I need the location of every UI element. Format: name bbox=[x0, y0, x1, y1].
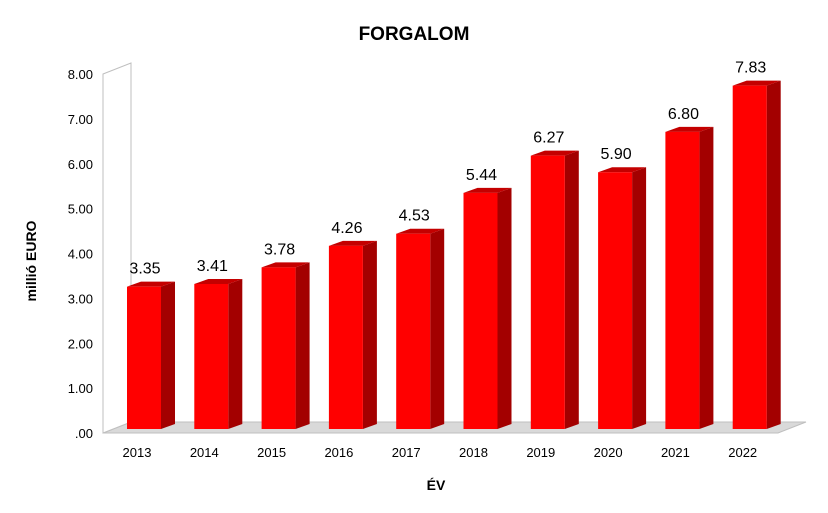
bar-top bbox=[598, 167, 647, 173]
y-tick-label: .00 bbox=[75, 426, 93, 441]
data-label: 4.26 bbox=[331, 220, 362, 237]
bar-front bbox=[127, 286, 161, 429]
x-axis-ticks: 2013 2014 2015 2016 2017 2018 2019 2020 2021 2022 bbox=[123, 445, 758, 460]
bar bbox=[463, 187, 512, 429]
bar-front bbox=[598, 172, 633, 430]
bar-top bbox=[665, 126, 714, 132]
bar-front bbox=[530, 155, 565, 430]
bar bbox=[530, 150, 579, 430]
bar-front bbox=[328, 245, 363, 429]
bar-front bbox=[732, 85, 767, 429]
bars bbox=[127, 80, 781, 430]
bar-front bbox=[194, 283, 229, 429]
bar-side bbox=[766, 80, 781, 429]
bar bbox=[665, 126, 714, 429]
bar bbox=[194, 278, 243, 429]
bar-side bbox=[497, 187, 512, 429]
y-tick-label: 1.00 bbox=[68, 381, 93, 396]
x-tick-label: 2020 bbox=[594, 445, 623, 460]
data-labels: 3.35 3.41 3.78 4.26 4.53 5.44 6.27 5.90 6.80 7.83 bbox=[129, 60, 766, 278]
bar-top bbox=[261, 262, 310, 268]
x-tick-label: 2015 bbox=[257, 445, 286, 460]
data-label: 6.80 bbox=[668, 106, 699, 123]
plot-side-wall bbox=[102, 62, 132, 434]
data-label: 5.44 bbox=[466, 167, 497, 184]
bar-front bbox=[463, 192, 498, 429]
bar bbox=[598, 167, 647, 430]
bar-side bbox=[430, 228, 445, 429]
chart-title: FORGALOM bbox=[359, 24, 470, 45]
bar-top bbox=[463, 187, 512, 193]
x-axis-title: ÉV bbox=[427, 477, 446, 493]
bar bbox=[732, 80, 781, 429]
x-tick-label: 2022 bbox=[728, 445, 757, 460]
bar-top bbox=[396, 228, 445, 234]
bar-side bbox=[228, 278, 243, 429]
bar bbox=[396, 228, 445, 429]
y-axis-title: millió EURO bbox=[23, 220, 39, 301]
y-tick-label: 6.00 bbox=[68, 157, 93, 172]
data-label: 4.53 bbox=[399, 208, 430, 225]
bar bbox=[127, 281, 175, 429]
bar-side bbox=[699, 126, 714, 429]
bar-side bbox=[295, 262, 310, 429]
bar bbox=[328, 240, 377, 429]
bar-side bbox=[564, 150, 579, 430]
bar-side bbox=[632, 167, 647, 430]
bar-side bbox=[161, 281, 175, 429]
data-label: 3.41 bbox=[197, 258, 228, 275]
x-tick-label: 2021 bbox=[661, 445, 690, 460]
x-tick-label: 2017 bbox=[392, 445, 421, 460]
y-tick-label: 5.00 bbox=[68, 202, 93, 217]
bar-top bbox=[328, 240, 377, 246]
bar-front bbox=[261, 267, 296, 429]
y-axis-ticks: .00 1.00 2.00 3.00 4.00 5.00 6.00 7.00 8.00 bbox=[68, 67, 93, 441]
x-tick-label: 2019 bbox=[526, 445, 555, 460]
bar-front bbox=[396, 233, 431, 429]
bar-top bbox=[530, 150, 579, 156]
x-tick-label: 2016 bbox=[324, 445, 353, 460]
x-tick-label: 2014 bbox=[190, 445, 219, 460]
data-label: 7.83 bbox=[735, 60, 766, 77]
bar-front bbox=[665, 131, 700, 429]
y-tick-label: 3.00 bbox=[68, 291, 93, 306]
x-tick-label: 2018 bbox=[459, 445, 488, 460]
data-label: 5.90 bbox=[601, 146, 632, 163]
bar-top bbox=[194, 278, 243, 284]
y-tick-label: 4.00 bbox=[68, 247, 93, 262]
y-tick-label: 2.00 bbox=[68, 336, 93, 351]
bar-top bbox=[127, 281, 175, 287]
data-label: 6.27 bbox=[533, 130, 564, 147]
data-label: 3.35 bbox=[129, 261, 160, 278]
data-label: 3.78 bbox=[264, 241, 295, 258]
x-tick-label: 2013 bbox=[123, 445, 152, 460]
y-tick-label: 7.00 bbox=[68, 112, 93, 127]
bar-top bbox=[732, 80, 781, 86]
bar bbox=[261, 262, 310, 429]
y-tick-label: 8.00 bbox=[68, 67, 93, 82]
bar-side bbox=[362, 240, 377, 429]
